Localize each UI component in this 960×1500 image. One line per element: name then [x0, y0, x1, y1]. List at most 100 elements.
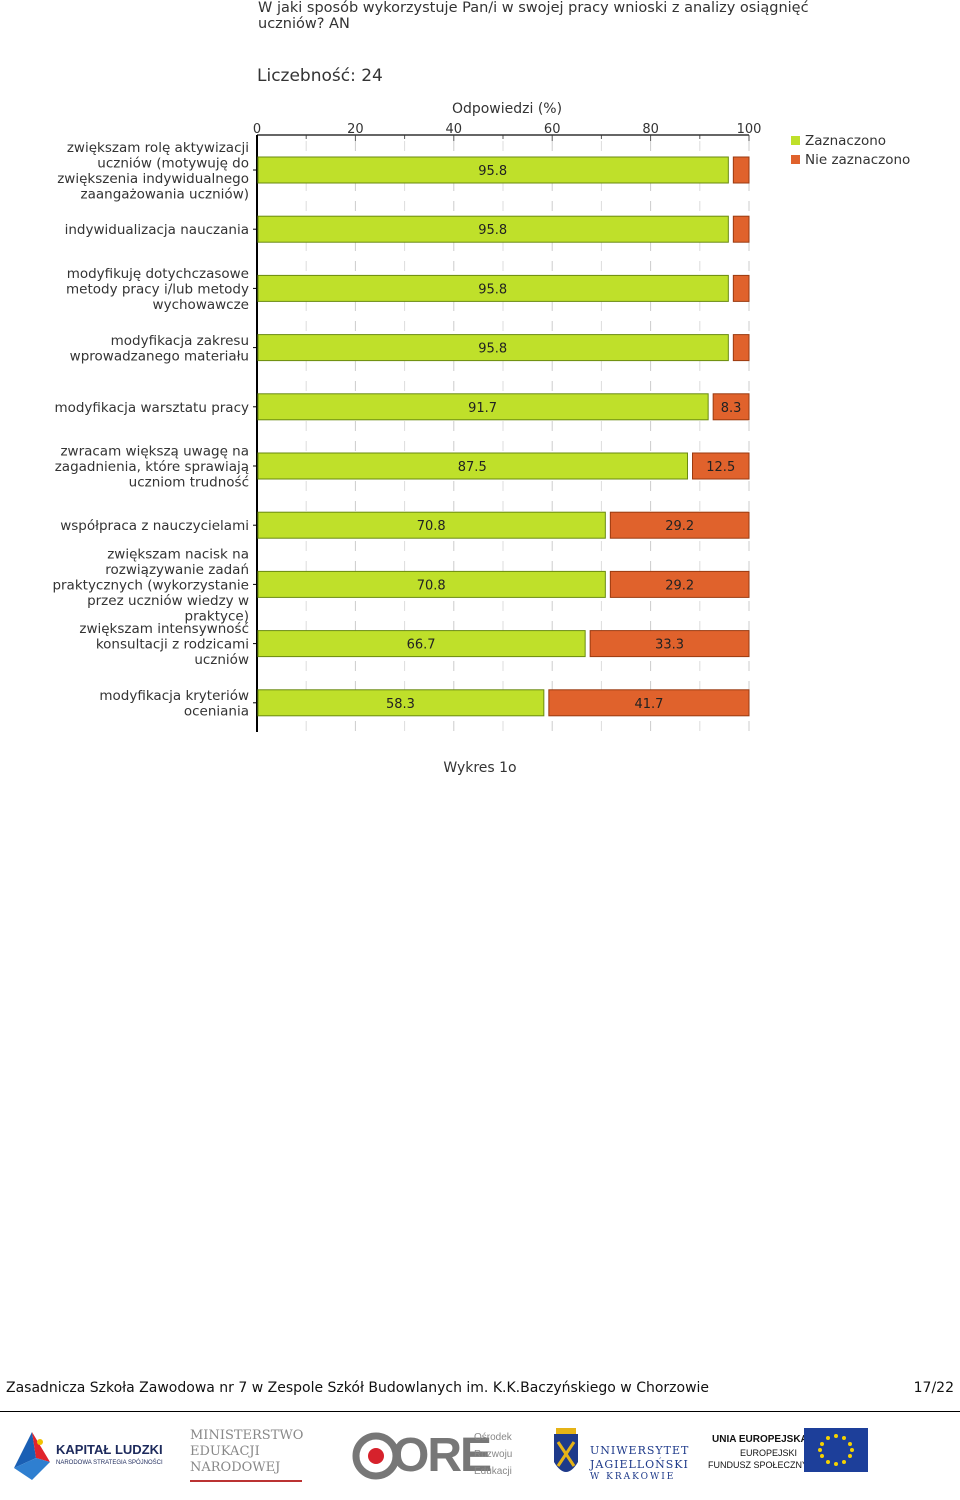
- eu-line3: FUNDUSZ SPOŁECZNY: [708, 1460, 809, 1470]
- bar-nie-zaznaczono: [609, 511, 750, 539]
- uj-line3: W KRAKOWIE: [590, 1472, 676, 1482]
- category-label: uczniom trudność: [129, 475, 249, 491]
- bar-zaznaczono: [257, 274, 729, 302]
- footer-school-name: Zasadnicza Szkoła Zawodowa nr 7 w Zespol…: [6, 1380, 710, 1396]
- category-label: zaangażowania uczniów): [81, 186, 250, 202]
- bar-zaznaczono: [257, 452, 688, 480]
- bar-label-nie-zaznaczono: 12.5: [706, 460, 735, 475]
- category-label: praktyce): [185, 608, 250, 624]
- bar-label-nie-zaznaczono: 41.7: [634, 697, 663, 712]
- category-label: modyfikacja kryteriów: [99, 688, 249, 704]
- bar-nie-zaznaczono: [589, 630, 750, 658]
- uj-crest-icon: [554, 1428, 578, 1472]
- bar-nie-zaznaczono: [692, 452, 750, 480]
- category-label: metody pracy i/lub metody: [66, 281, 249, 297]
- bar-label-zaznaczono: 95.8: [478, 342, 507, 357]
- category-label: konsultacji z rodzicami: [96, 637, 249, 653]
- legend-swatch: [791, 155, 800, 164]
- bar-zaznaczono: [257, 511, 606, 539]
- category-label: modyfikacja zakresu: [111, 333, 249, 349]
- bar-label-zaznaczono: 70.8: [417, 578, 446, 593]
- bar-label-zaznaczono: 95.8: [478, 282, 507, 297]
- category-label: oceniania: [184, 704, 249, 720]
- category-label: zwiększenia indywidualnego: [57, 171, 249, 187]
- ore-mark: ORE: [392, 1429, 492, 1482]
- category-label: modyfikuję dotychczasowe: [67, 266, 249, 282]
- x-tick-label: 100: [737, 122, 762, 137]
- category-label: współpraca z nauczycielami: [60, 518, 249, 534]
- chart-question-title: W jaki sposób wykorzystuje Pan/i w swoje…: [258, 0, 809, 32]
- category-label: wprowadzanego materiału: [70, 348, 249, 364]
- bar-zaznaczono: [257, 334, 729, 362]
- bar-nie-zaznaczono: [732, 215, 750, 243]
- bar-zaznaczono: [257, 215, 729, 243]
- bar-nie-zaznaczono: [548, 689, 750, 717]
- x-tick-label: 60: [544, 122, 561, 137]
- men-line3: NARODOWEJ: [190, 1460, 281, 1475]
- x-tick-label: 40: [446, 122, 463, 137]
- bar-nie-zaznaczono: [712, 393, 750, 421]
- category-label: uczniów (motywuję do: [97, 155, 249, 171]
- bar-label-nie-zaznaczono: 33.3: [655, 638, 684, 653]
- x-tick-label: 0: [253, 122, 261, 137]
- x-tick-label: 20: [347, 122, 364, 137]
- category-label: rozwiązywanie zadań: [105, 562, 249, 578]
- chart-caption: Wykres 1o: [443, 760, 517, 776]
- men-underline: [190, 1480, 302, 1482]
- ore-logo: ORE Ośrodek Rozwoju Edukacji: [352, 1422, 527, 1490]
- category-label: uczniów: [194, 652, 249, 668]
- bar-zaznaczono: [257, 630, 586, 658]
- legend-label: Zaznaczono: [805, 133, 886, 149]
- bar-zaznaczono: [257, 689, 545, 717]
- category-label: zagadnienia, które sprawiają: [55, 459, 249, 475]
- legend-label: Nie zaznaczono: [805, 152, 910, 168]
- ore-line1: Ośrodek: [474, 1432, 512, 1443]
- bar-zaznaczono: [257, 156, 729, 184]
- category-label: zwiększam nacisk na: [107, 546, 249, 562]
- footer-divider: [0, 1411, 960, 1412]
- category-label: modyfikacja warsztatu pracy: [54, 400, 249, 416]
- category-label: wychowawcze: [153, 297, 249, 313]
- bar-label-zaznaczono: 91.7: [468, 401, 497, 416]
- men-line2: EDUKACJI: [190, 1444, 260, 1459]
- bar-chart: Odpowiedzi (%) 0 20 40 60 80 100 zwiększam rolę…: [52, 101, 910, 732]
- men-logo: MINISTERSTWO EDUKACJI NARODOWEJ: [190, 1422, 310, 1490]
- uj-logo: UNIWERSYTET JAGIELLOŃSKI W KRAKOWIE: [546, 1422, 690, 1490]
- x-axis-title: Odpowiedzi (%): [452, 101, 562, 117]
- bar-zaznaczono: [257, 570, 606, 598]
- category-label: zwracam większą uwagę na: [60, 444, 249, 460]
- bar-nie-zaznaczono: [732, 334, 750, 362]
- uj-line2: JAGIELLOŃSKI: [590, 1458, 689, 1471]
- category-label: praktycznych (wykorzystanie: [52, 577, 249, 593]
- category-label: przez uczniów wiedzy w: [87, 593, 249, 609]
- eu-logo: UNIA EUROPEJSKA EUROPEJSKI FUNDUSZ SPOŁE…: [706, 1422, 871, 1490]
- bar-label-zaznaczono: 70.8: [417, 519, 446, 534]
- bar-nie-zaznaczono: [732, 156, 750, 184]
- eu-line2: EUROPEJSKI: [740, 1448, 798, 1458]
- bar-label-zaznaczono: 87.5: [458, 460, 487, 475]
- kapital-ludzki-logo: KAPITAŁ LUDZKI NARODOWA STRATEGIA SPÓJNO…: [8, 1422, 173, 1490]
- kapital-line2: NARODOWA STRATEGIA SPÓJNOŚCI: [56, 1460, 163, 1466]
- kapital-ludzki-icon: [14, 1432, 50, 1480]
- category-label: zwiększam rolę aktywizacji: [67, 140, 249, 156]
- bar-label-nie-zaznaczono: 29.2: [665, 519, 694, 534]
- category-label: indywidualizacja nauczania: [65, 222, 249, 238]
- eu-flag-icon: [804, 1428, 868, 1472]
- x-tick-label: 80: [642, 122, 659, 137]
- uj-line1: UNIWERSYTET: [590, 1444, 690, 1457]
- bar-label-nie-zaznaczono: 29.2: [665, 578, 694, 593]
- eu-line1: UNIA EUROPEJSKA: [712, 1434, 808, 1445]
- bar-label-zaznaczono: 95.8: [478, 223, 507, 238]
- bar-label-zaznaczono: 95.8: [478, 164, 507, 179]
- ore-line3: Edukacji: [474, 1466, 512, 1477]
- bar-nie-zaznaczono: [732, 274, 750, 302]
- bar-label-zaznaczono: 58.3: [386, 697, 415, 712]
- page-number: 17/22: [913, 1380, 954, 1396]
- bar-nie-zaznaczono: [609, 570, 750, 598]
- men-line1: MINISTERSTWO: [190, 1428, 304, 1443]
- category-label: zwiększam intensywność: [79, 621, 249, 637]
- sample-count: Liczebność: 24: [257, 66, 383, 86]
- ore-circle-icon: [352, 1432, 400, 1480]
- bar-zaznaczono: [257, 393, 709, 421]
- kapital-line1: KAPITAŁ LUDZKI: [56, 1442, 163, 1457]
